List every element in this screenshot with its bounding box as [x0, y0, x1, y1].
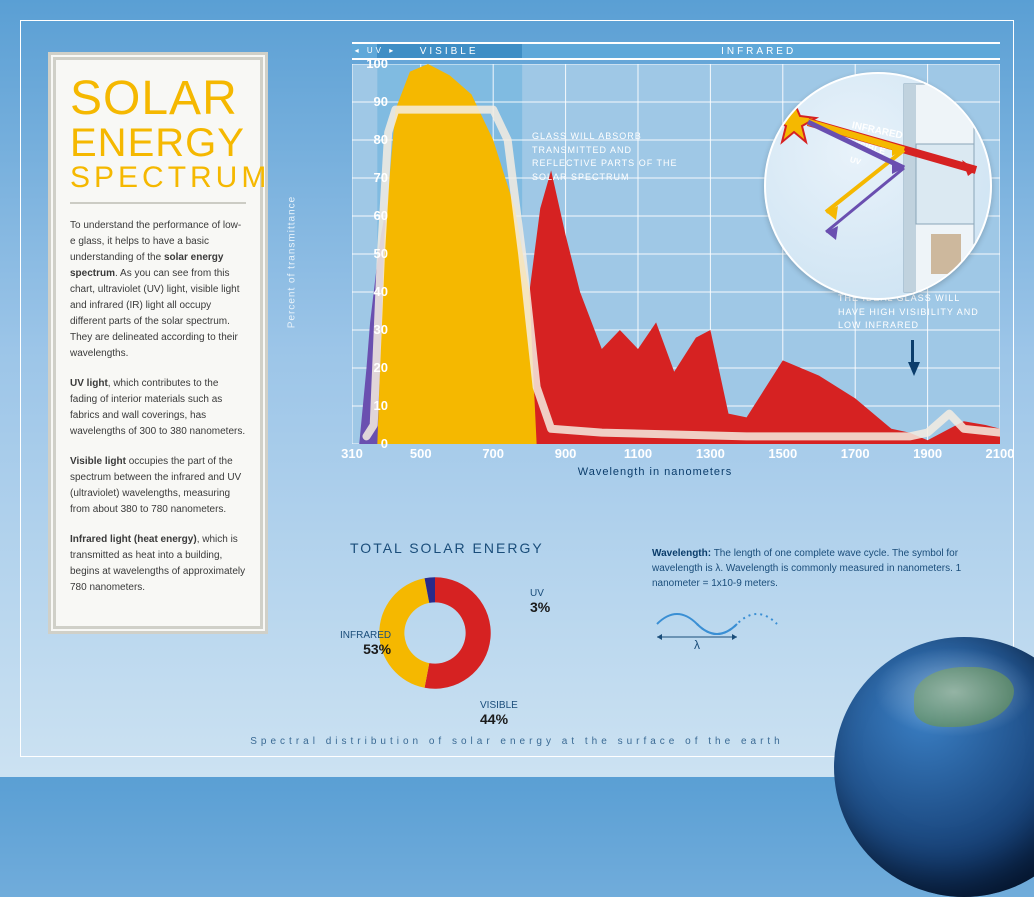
x-tick: 500	[410, 446, 432, 461]
wavelength-def-title: Wavelength:	[652, 548, 711, 559]
sidebar-paragraph: UV light, which contributes to the fadin…	[70, 376, 246, 440]
sidebar-panel: SOLAR ENERGY SPECTRUM To understand the …	[48, 52, 268, 634]
x-tick: 1500	[768, 446, 797, 461]
band-label-visible: VISIBLE	[420, 43, 479, 61]
x-tick: 1700	[841, 446, 870, 461]
title-line-1: SOLAR	[70, 76, 246, 122]
donut-slice-value: 3%	[530, 599, 550, 615]
y-tick: 30	[348, 322, 388, 337]
svg-text:UV: UV	[849, 155, 863, 167]
y-tick: 50	[348, 246, 388, 261]
y-tick: 80	[348, 132, 388, 147]
x-tick: 900	[555, 446, 577, 461]
y-tick: 70	[348, 170, 388, 185]
x-tick: 1900	[913, 446, 942, 461]
sidebar-paragraph: Visible light occupies the part of the s…	[70, 454, 246, 518]
svg-text:λ: λ	[694, 638, 700, 649]
sidebar-paragraph: To understand the performance of low-e g…	[70, 218, 246, 362]
x-tick: 1100	[624, 446, 652, 461]
inset-diagram: INFRAREDVISIBLEUV Depiction using high-p…	[764, 72, 992, 300]
donut-slice-value: 53%	[340, 641, 391, 657]
donut-slice-label: VISIBLE	[480, 700, 518, 711]
title-line-3: SPECTRUM	[70, 164, 246, 193]
y-axis-label: Percent of transmittance	[287, 196, 298, 328]
band-label-infrared: INFRARED	[721, 43, 796, 61]
donut-label-visible: VISIBLE44%	[480, 700, 518, 727]
title-line-2: ENERGY	[70, 124, 246, 162]
arrow-icon	[911, 340, 914, 362]
y-tick: 10	[348, 398, 388, 413]
y-tick: 100	[348, 56, 388, 71]
donut-label-infrared: INFRARED53%	[340, 630, 391, 657]
chart-annotation-absorb: GLASS WILL ABSORB TRANSMITTED AND REFLEC…	[532, 130, 682, 184]
title-rule	[70, 202, 246, 204]
donut-slice-value: 44%	[480, 711, 518, 727]
sidebar-paragraph: Infrared light (heat energy), which is t…	[70, 532, 246, 596]
wavelength-definition: Wavelength: The length of one complete w…	[652, 546, 992, 649]
donut-section: TOTAL SOLAR ENERGY INFRARED53%VISIBLE44%…	[350, 540, 630, 720]
arrow-down-icon	[908, 362, 920, 376]
spectrum-chart: ◂ UV ▸ VISIBLE INFRARED Percent of trans…	[310, 42, 1000, 482]
y-tick: 60	[348, 208, 388, 223]
donut-title: TOTAL SOLAR ENERGY	[350, 540, 630, 556]
wavelength-diagram: λ	[652, 599, 802, 649]
x-tick: 2100	[986, 446, 1015, 461]
donut-slice-label: UV	[530, 588, 550, 599]
x-tick: 700	[482, 446, 504, 461]
donut-label-uv: UV3%	[530, 588, 550, 615]
x-tick: 310	[341, 446, 363, 461]
y-tick: 40	[348, 284, 388, 299]
x-axis-label: Wavelength in nanometers	[310, 466, 1000, 478]
donut-slice-label: INFRARED	[340, 630, 391, 641]
x-tick: 1300	[696, 446, 725, 461]
y-tick: 20	[348, 360, 388, 375]
y-tick: 90	[348, 94, 388, 109]
